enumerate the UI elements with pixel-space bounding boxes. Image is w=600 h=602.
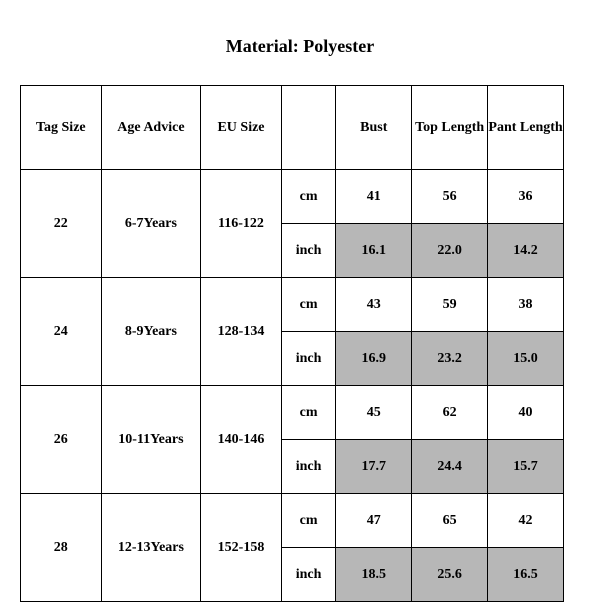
cell-age: 6-7Years bbox=[101, 170, 201, 278]
col-unit bbox=[281, 86, 336, 170]
cell-eu: 128-134 bbox=[201, 278, 282, 386]
table-row: 24 8-9Years 128-134 cm 43 59 38 bbox=[21, 278, 564, 332]
cell-bust-cm: 45 bbox=[336, 386, 412, 440]
cell-top-cm: 59 bbox=[412, 278, 488, 332]
cell-bust-cm: 41 bbox=[336, 170, 412, 224]
cell-unit-cm: cm bbox=[281, 278, 336, 332]
size-table: Tag Size Age Advice EU Size Bust Top Len… bbox=[20, 85, 564, 602]
cell-unit-inch: inch bbox=[281, 332, 336, 386]
cell-unit-cm: cm bbox=[281, 170, 336, 224]
cell-unit-cm: cm bbox=[281, 494, 336, 548]
cell-unit-cm: cm bbox=[281, 386, 336, 440]
cell-pant-cm: 40 bbox=[488, 386, 564, 440]
cell-bust-cm: 43 bbox=[336, 278, 412, 332]
cell-top-inch: 23.2 bbox=[412, 332, 488, 386]
cell-tag: 28 bbox=[21, 494, 102, 602]
cell-unit-inch: inch bbox=[281, 440, 336, 494]
cell-pant-cm: 38 bbox=[488, 278, 564, 332]
cell-eu: 140-146 bbox=[201, 386, 282, 494]
cell-top-cm: 56 bbox=[412, 170, 488, 224]
col-age-advice: Age Advice bbox=[101, 86, 201, 170]
cell-top-inch: 24.4 bbox=[412, 440, 488, 494]
col-top-length: Top Length bbox=[412, 86, 488, 170]
col-bust: Bust bbox=[336, 86, 412, 170]
cell-bust-inch: 18.5 bbox=[336, 548, 412, 602]
cell-bust-inch: 16.1 bbox=[336, 224, 412, 278]
cell-top-cm: 62 bbox=[412, 386, 488, 440]
cell-pant-inch: 15.7 bbox=[488, 440, 564, 494]
cell-pant-inch: 15.0 bbox=[488, 332, 564, 386]
cell-top-inch: 25.6 bbox=[412, 548, 488, 602]
col-eu-size: EU Size bbox=[201, 86, 282, 170]
cell-tag: 24 bbox=[21, 278, 102, 386]
table-header-row: Tag Size Age Advice EU Size Bust Top Len… bbox=[21, 86, 564, 170]
cell-bust-inch: 17.7 bbox=[336, 440, 412, 494]
cell-unit-inch: inch bbox=[281, 224, 336, 278]
table-row: 28 12-13Years 152-158 cm 47 65 42 bbox=[21, 494, 564, 548]
cell-eu: 152-158 bbox=[201, 494, 282, 602]
cell-pant-inch: 14.2 bbox=[488, 224, 564, 278]
cell-age: 12-13Years bbox=[101, 494, 201, 602]
cell-top-cm: 65 bbox=[412, 494, 488, 548]
cell-bust-cm: 47 bbox=[336, 494, 412, 548]
cell-pant-inch: 16.5 bbox=[488, 548, 564, 602]
col-tag-size: Tag Size bbox=[21, 86, 102, 170]
page-title: Material: Polyester bbox=[0, 0, 600, 85]
cell-pant-cm: 42 bbox=[488, 494, 564, 548]
cell-tag: 26 bbox=[21, 386, 102, 494]
cell-age: 8-9Years bbox=[101, 278, 201, 386]
cell-unit-inch: inch bbox=[281, 548, 336, 602]
cell-top-inch: 22.0 bbox=[412, 224, 488, 278]
table-row: 26 10-11Years 140-146 cm 45 62 40 bbox=[21, 386, 564, 440]
table-row: 22 6-7Years 116-122 cm 41 56 36 bbox=[21, 170, 564, 224]
cell-bust-inch: 16.9 bbox=[336, 332, 412, 386]
size-table-container: Tag Size Age Advice EU Size Bust Top Len… bbox=[0, 85, 600, 602]
col-pant-length: Pant Length bbox=[488, 86, 564, 170]
cell-age: 10-11Years bbox=[101, 386, 201, 494]
cell-eu: 116-122 bbox=[201, 170, 282, 278]
cell-pant-cm: 36 bbox=[488, 170, 564, 224]
cell-tag: 22 bbox=[21, 170, 102, 278]
